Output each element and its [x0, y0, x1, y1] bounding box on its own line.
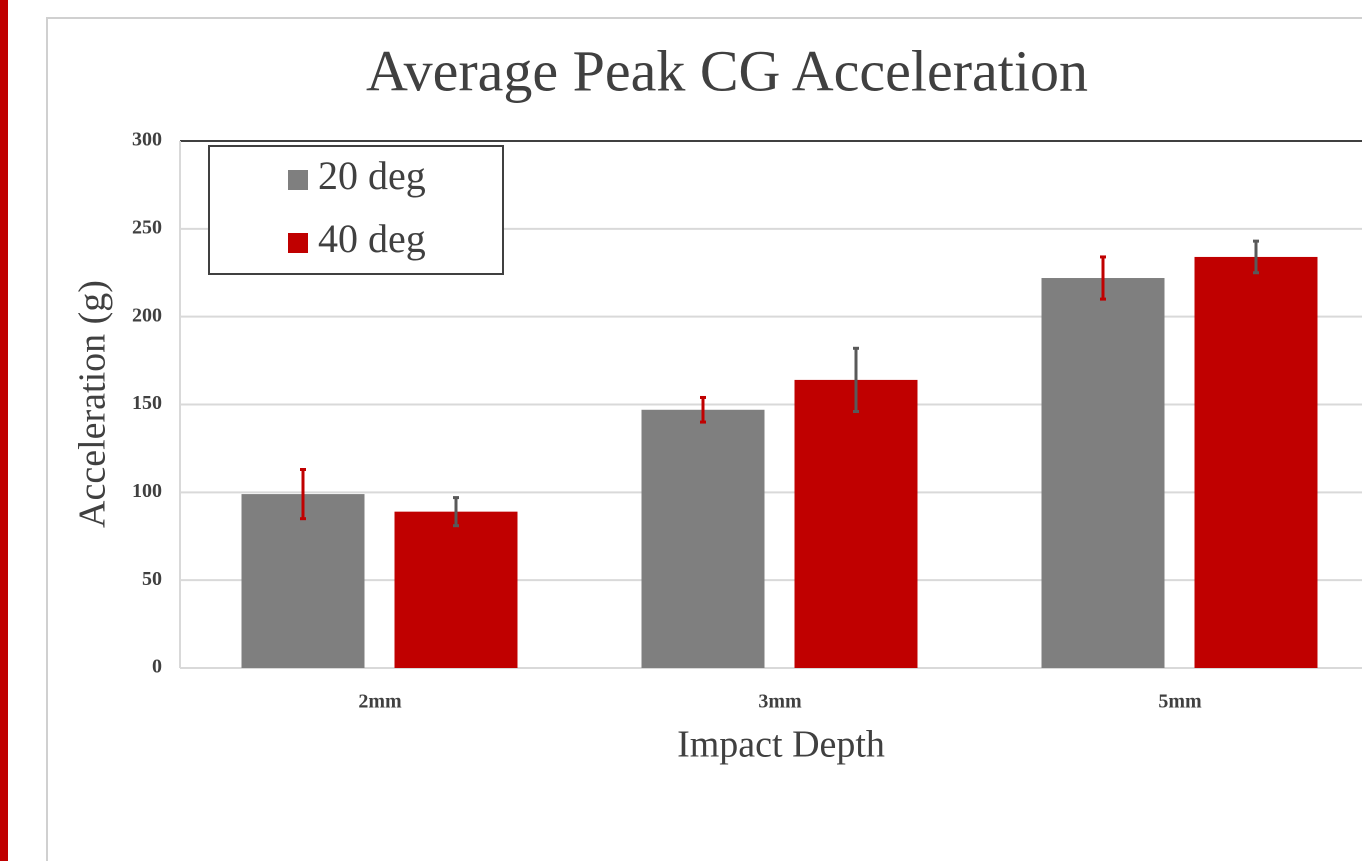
bar — [394, 511, 518, 668]
y-tick-label: 300 — [132, 129, 162, 151]
legend-label: 20 deg — [318, 153, 426, 198]
error-bar — [1100, 255, 1106, 301]
error-bar — [700, 395, 706, 424]
error-bar — [300, 467, 306, 521]
chart-title: Average Peak CG Acceleration — [366, 38, 1088, 103]
bar — [794, 379, 918, 668]
y-tick-label: 200 — [132, 304, 162, 326]
x-axis-label: Impact Depth — [677, 724, 885, 766]
bar — [1194, 256, 1318, 668]
legend-label: 40 deg — [318, 216, 426, 261]
y-tick-label: 150 — [132, 392, 162, 414]
legend-swatch — [288, 170, 308, 190]
legend-box — [208, 145, 504, 275]
y-tick-label: 50 — [142, 568, 162, 590]
x-tick-label: 5mm — [1158, 691, 1202, 713]
y-tick-label: 100 — [132, 480, 162, 502]
y-tick-label: 0 — [152, 656, 162, 678]
x-tick-label: 2mm — [358, 691, 402, 713]
y-axis-label: Acceleration (g) — [72, 280, 114, 528]
x-tick-label: 3mm — [758, 691, 802, 713]
legend-swatch — [288, 233, 308, 253]
error-bar — [453, 496, 459, 528]
error-bar — [853, 346, 859, 414]
error-bar — [1253, 239, 1259, 275]
bar — [241, 494, 365, 668]
side-strip — [0, 0, 8, 861]
bar — [1041, 278, 1165, 668]
bar — [641, 409, 765, 668]
y-tick-label: 250 — [132, 216, 162, 238]
